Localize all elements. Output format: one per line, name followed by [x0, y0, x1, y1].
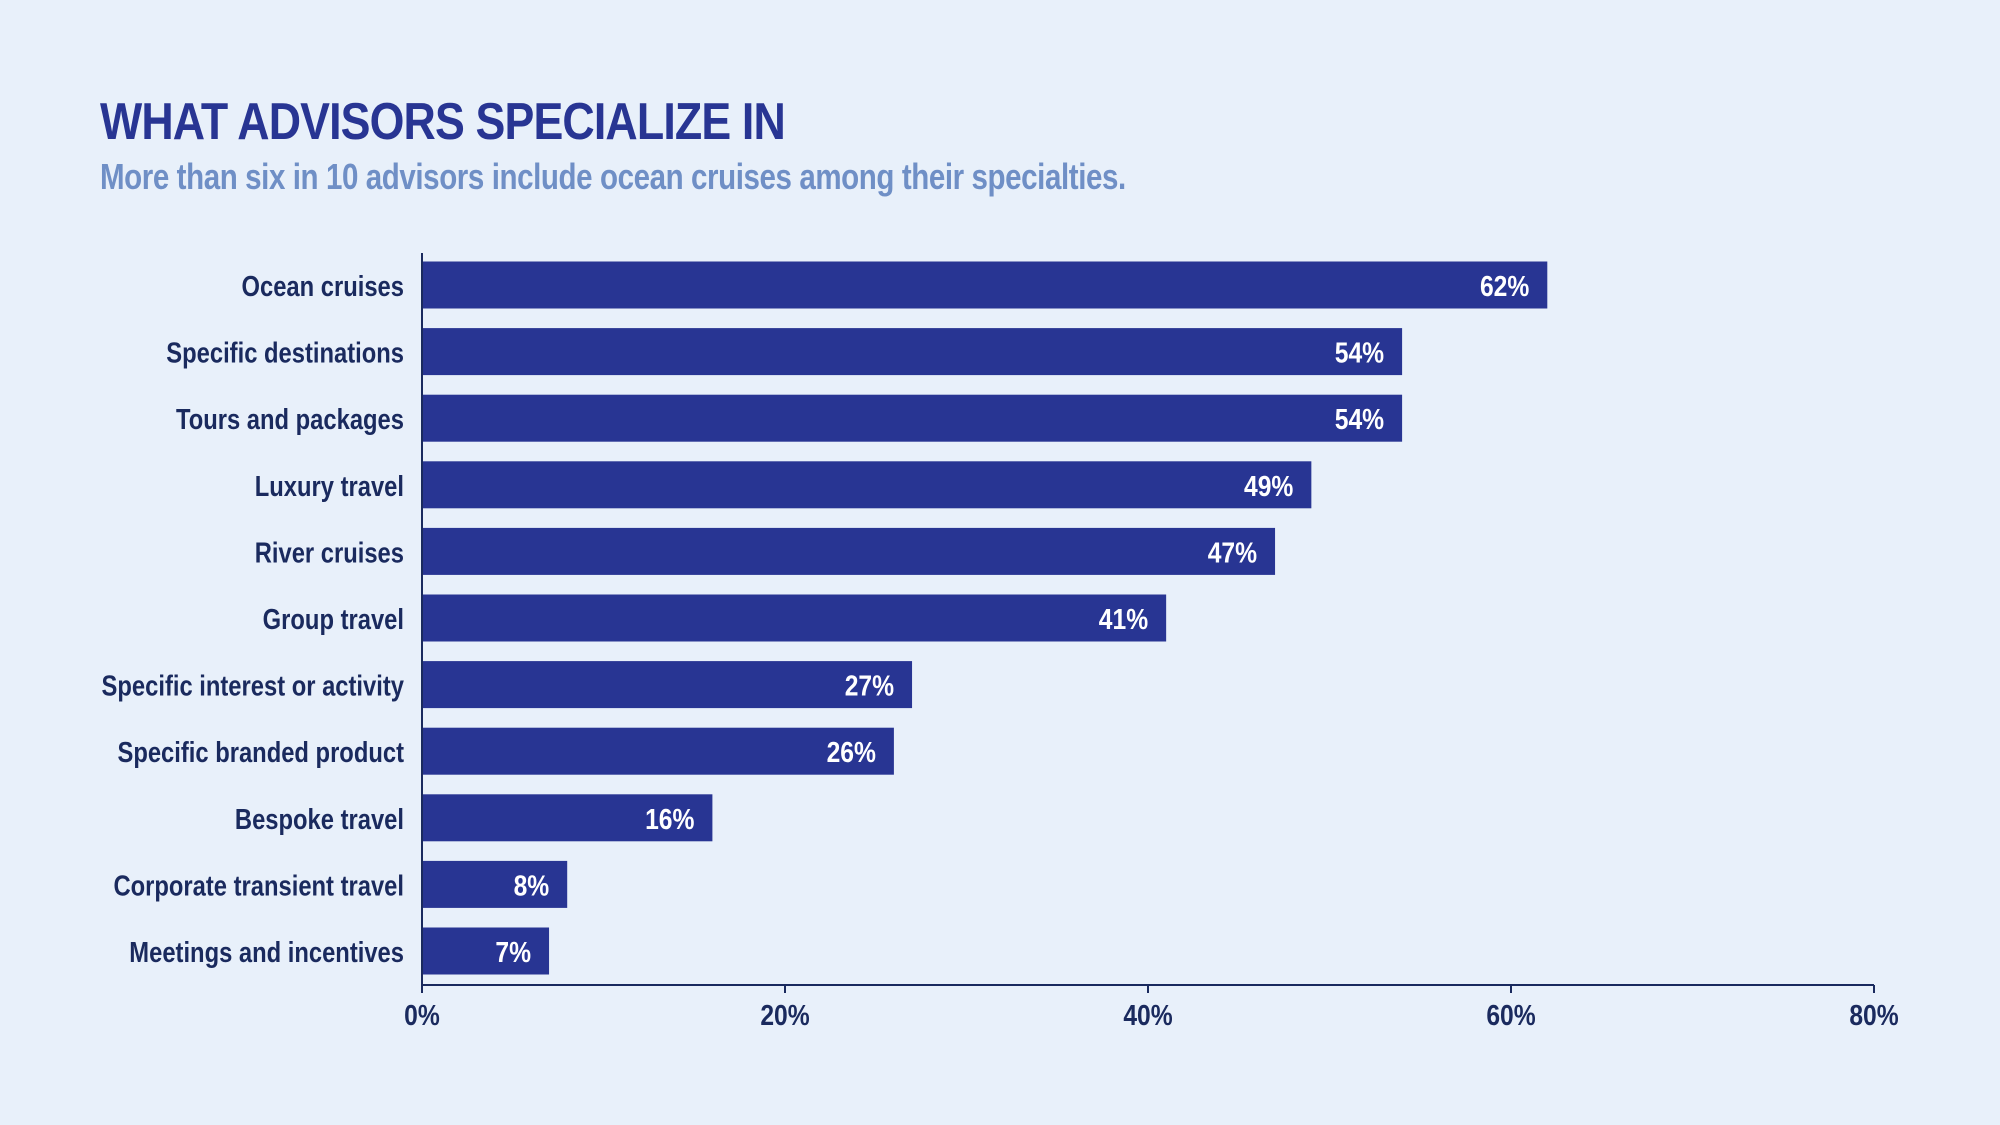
category-label: Specific interest or activity — [102, 669, 405, 702]
data-label: 8% — [514, 870, 550, 902]
data-label: 27% — [845, 670, 894, 702]
data-label: 54% — [1335, 403, 1384, 435]
category-label: Specific branded product — [117, 736, 404, 769]
data-label: 7% — [495, 936, 531, 968]
category-label: Corporate transient travel — [113, 869, 404, 902]
data-label: 54% — [1335, 337, 1384, 369]
x-tick-label: 80% — [1849, 999, 1898, 1031]
bar — [422, 461, 1312, 509]
data-label: 47% — [1208, 537, 1257, 569]
bar — [422, 328, 1403, 376]
bar — [422, 594, 1167, 642]
x-tick-label: 60% — [1486, 999, 1535, 1031]
bar — [422, 727, 894, 775]
category-label: Group travel — [263, 603, 404, 636]
x-tick-label: 40% — [1123, 999, 1172, 1031]
bar — [422, 394, 1403, 442]
bar — [422, 527, 1276, 575]
bar — [422, 261, 1548, 309]
category-label: Tours and packages — [176, 403, 404, 436]
data-label: 16% — [645, 803, 694, 835]
data-label: 41% — [1099, 603, 1148, 635]
bar — [422, 927, 550, 975]
category-label: Luxury travel — [255, 470, 404, 503]
x-tick-label: 20% — [760, 999, 809, 1031]
bar — [422, 794, 713, 842]
chart-subtitle: More than six in 10 advisors include oce… — [100, 156, 1126, 197]
bar — [422, 661, 913, 709]
data-label: 49% — [1244, 470, 1293, 502]
x-tick-label: 0% — [404, 999, 440, 1031]
data-label: 26% — [827, 736, 876, 768]
category-label: Bespoke travel — [235, 803, 404, 836]
category-label: Specific destinations — [166, 336, 404, 369]
category-label: Ocean cruises — [242, 270, 404, 303]
category-label: Meetings and incentives — [129, 936, 404, 969]
chart-title: WHAT ADVISORS SPECIALIZE IN — [100, 93, 786, 151]
bar — [422, 860, 568, 908]
category-label: River cruises — [255, 536, 404, 569]
data-label: 62% — [1480, 270, 1529, 302]
